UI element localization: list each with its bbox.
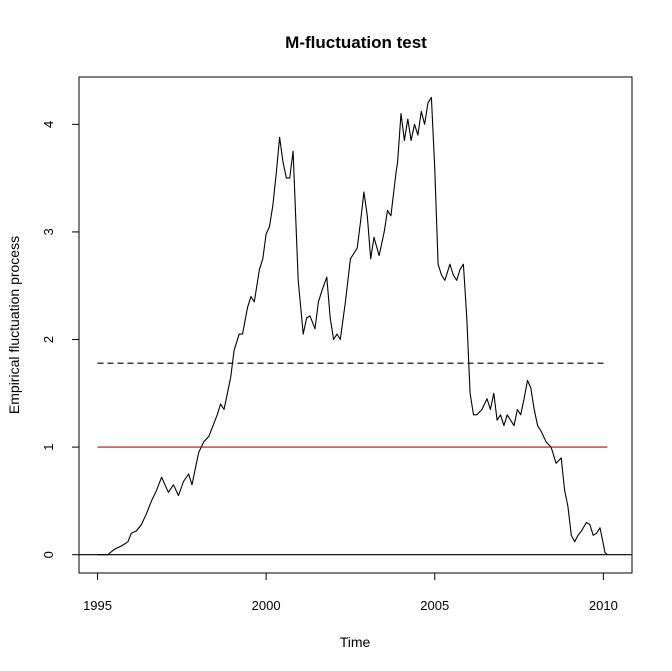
- plot-frame: [78, 76, 633, 574]
- x-axis-title: Time: [340, 634, 371, 650]
- y-tick-label: 3: [41, 228, 56, 235]
- y-tick-label: 0: [41, 551, 56, 558]
- x-tick-label: 2000: [252, 598, 281, 613]
- x-tick-label: 2005: [420, 598, 449, 613]
- fluctuation-process-line: [97, 96, 608, 556]
- y-axis: 0 1 2 3 4: [41, 121, 80, 558]
- x-tick-label: 1995: [83, 598, 112, 613]
- x-tick-label: 2010: [589, 598, 618, 613]
- y-tick-label: 4: [41, 121, 56, 128]
- chart-title: M-fluctuation test: [285, 33, 427, 52]
- x-axis: 1995 2000 2005 2010: [83, 572, 618, 613]
- y-axis-title: Empirical fluctuation process: [6, 236, 22, 414]
- y-tick-label: 2: [41, 336, 56, 343]
- series-layer: [79, 96, 632, 556]
- y-tick-label: 1: [41, 443, 56, 450]
